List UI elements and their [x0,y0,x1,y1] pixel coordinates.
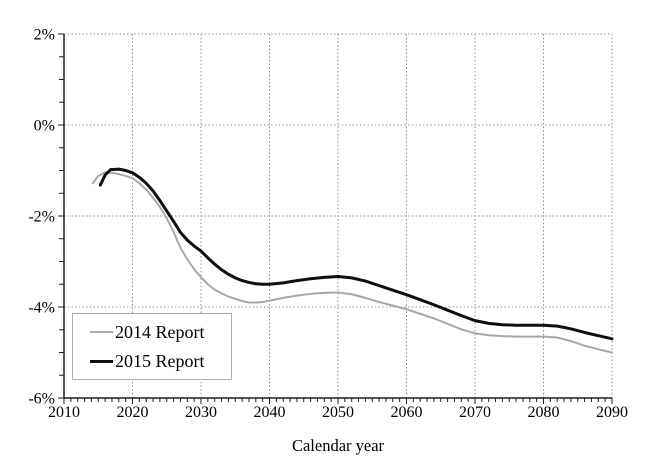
legend-label-2015: 2015 Report [115,351,205,371]
x-tick-label: 2010 [48,404,80,421]
y-tick-label: 0% [34,118,55,135]
legend-label-2014: 2014 Report [115,322,205,342]
y-tick-label: -4% [28,300,55,317]
x-tick-label: 2050 [322,404,354,421]
y-tick-label: 2% [34,27,55,44]
x-tick-label: 2040 [254,404,286,421]
x-tick-label: 2090 [596,404,628,421]
x-tick-label: 2080 [528,404,560,421]
legend-item-2014-report: 2014 Report [90,322,231,342]
x-tick-label: 2070 [459,404,491,421]
legend-line-swatch-2014 [90,331,113,333]
y-tick-label: -2% [28,209,55,226]
legend-line-swatch-2015 [90,359,113,363]
legend-item-2015-report: 2015 Report [90,351,231,371]
series-line-2014-report [91,171,613,354]
x-tick-label: 2030 [185,404,217,421]
x-tick-label: 2020 [117,404,149,421]
series-line-2015-report [98,167,614,341]
x-tick-label: 2060 [391,404,423,421]
y-tick-label: -6% [28,391,55,408]
legend: 2014 Report 2015 Report [72,313,232,380]
x-axis-title: Calendar year [291,436,385,455]
